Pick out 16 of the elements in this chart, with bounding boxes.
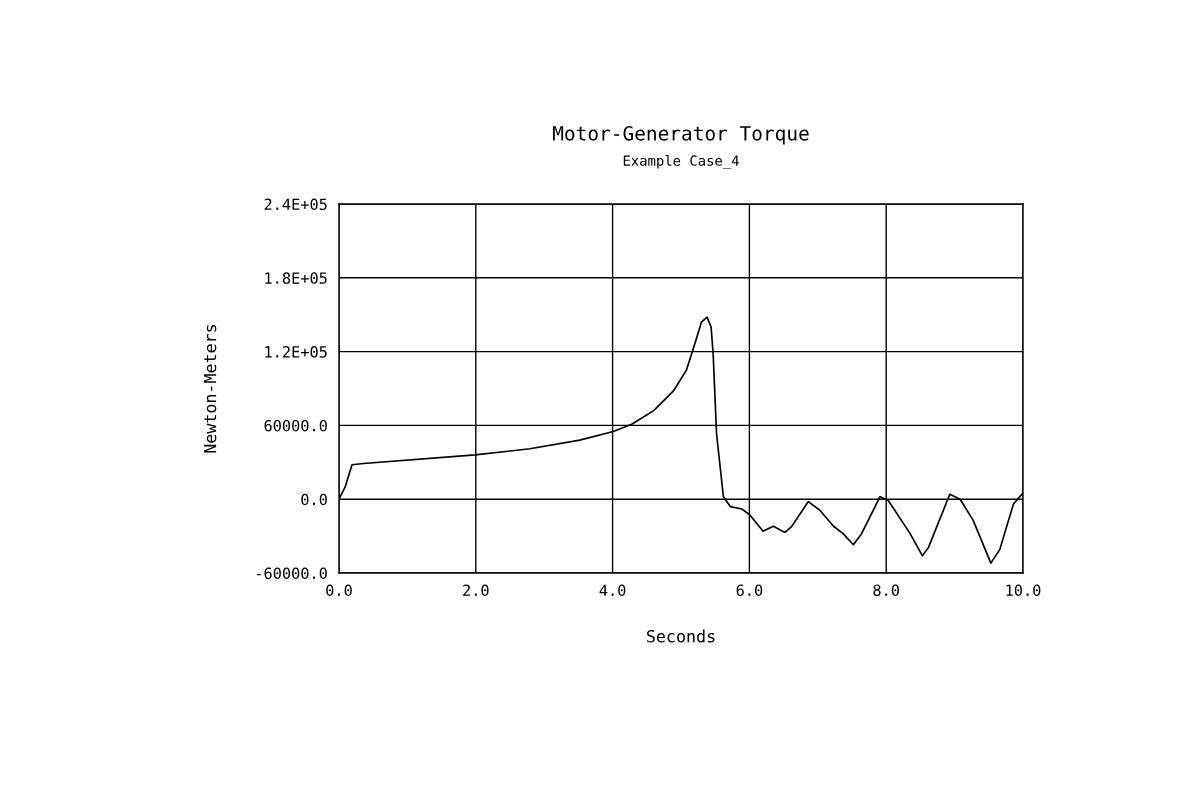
x-tick-label: 0.0 — [326, 584, 352, 597]
x-tick-label: 10.0 — [1006, 584, 1041, 597]
y-tick-label: 2.4E+05 — [264, 198, 327, 211]
chart-subtitle: Example Case_4 — [623, 155, 739, 169]
x-tick-label: 2.0 — [463, 584, 489, 597]
y-tick-label: 60000.0 — [264, 419, 327, 432]
y-tick-label: 1.2E+05 — [265, 346, 327, 358]
x-axis-title: Seconds — [647, 629, 715, 643]
y-tick-label: -60000.0 — [256, 567, 327, 580]
y-tick-label: 0.0 — [301, 493, 327, 506]
x-tick-label: 6.0 — [736, 584, 763, 597]
y-axis-title: Newton-Meters — [203, 324, 217, 453]
chart-title: Motor-Generator Torque — [553, 125, 809, 145]
x-tick-label: 4.0 — [599, 584, 626, 597]
x-tick-label: 8.0 — [873, 584, 900, 597]
y-tick-label: 1.8E+05 — [265, 272, 327, 284]
